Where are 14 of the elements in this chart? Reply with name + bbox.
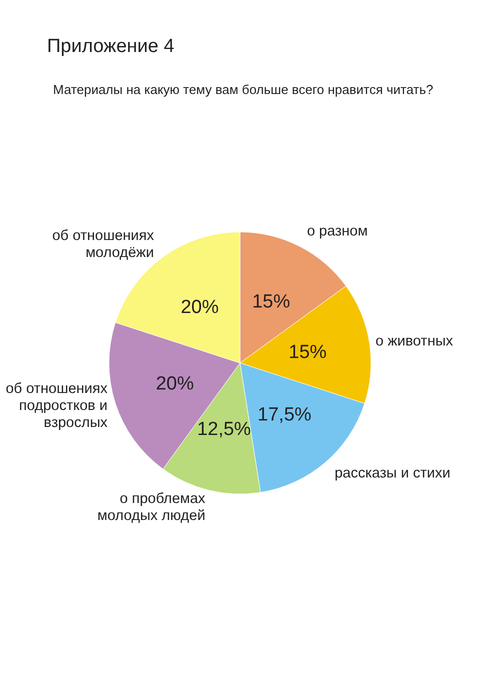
data-label: 15% <box>252 291 290 312</box>
data-label: 12,5% <box>197 419 252 440</box>
data-label: 15% <box>288 342 327 363</box>
slice-label: об отношениях молодёжи <box>52 228 155 262</box>
slice-label: о разном <box>306 224 368 240</box>
slice-label: о проблемах молодых людей <box>97 491 206 524</box>
data-label: 20% <box>156 374 194 395</box>
data-label: 17,5% <box>258 404 312 426</box>
chart-subtitle: Материалы на какую тему вам больше всего нравится читать? <box>53 82 434 97</box>
chart-title: Приложение 4 <box>47 36 175 57</box>
slice-label: о животных <box>376 334 454 350</box>
data-label: 20% <box>180 297 219 318</box>
slice-label: рассказы и стихи <box>334 466 450 482</box>
slice-label: об отношениях подростков и взрослых <box>6 381 108 432</box>
